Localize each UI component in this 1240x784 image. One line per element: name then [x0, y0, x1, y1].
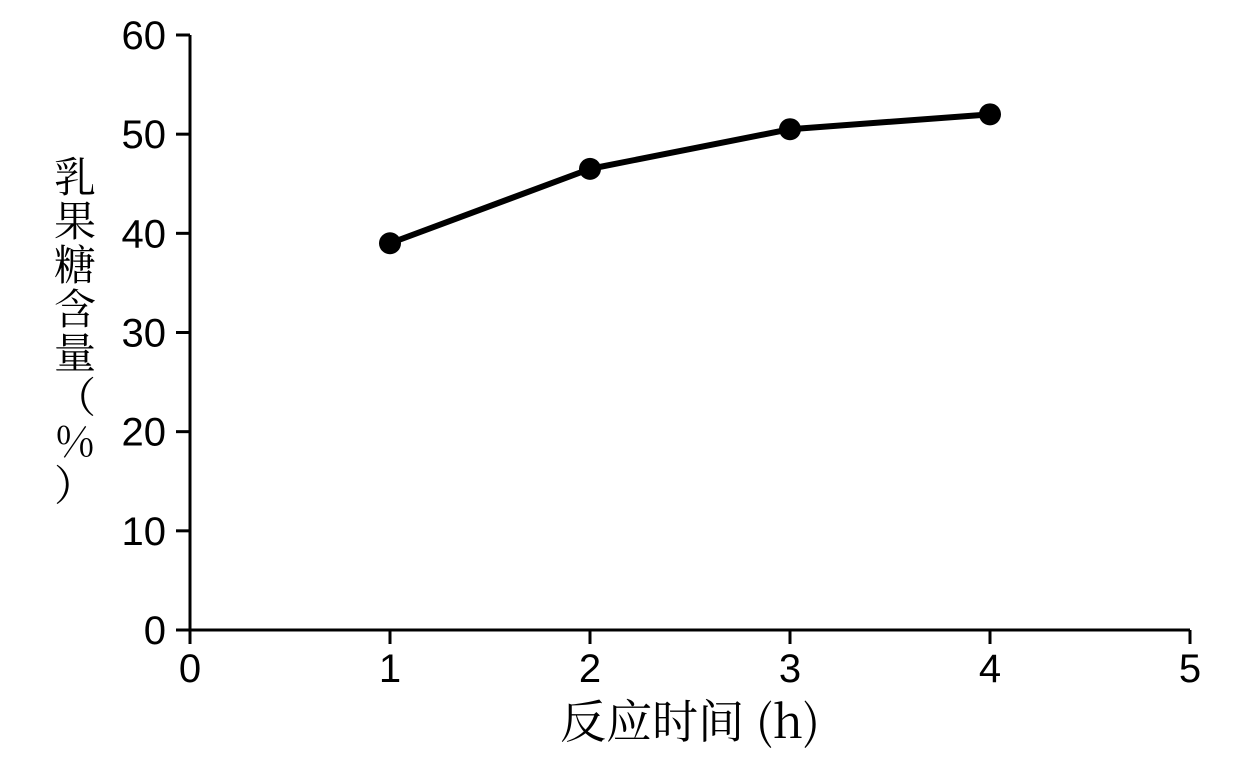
x-tick-label: 2: [579, 647, 601, 691]
chart-container: 0123450102030405060 反应时间 (h) 乳果糖含量（%）: [0, 0, 1240, 784]
series-line-lactulose: [390, 114, 990, 243]
x-tick-label: 0: [179, 647, 201, 691]
x-tick-label: 4: [979, 647, 1001, 691]
x-tick-label: 5: [1179, 647, 1201, 691]
y-tick-label: 60: [122, 14, 167, 58]
y-tick-label: 0: [144, 609, 166, 653]
x-tick-label: 3: [779, 647, 801, 691]
series-marker-lactulose: [779, 118, 801, 140]
series-marker-lactulose: [379, 232, 401, 254]
y-tick-label: 10: [122, 510, 167, 554]
line-chart: 0123450102030405060 反应时间 (h) 乳果糖含量（%）: [0, 0, 1240, 784]
series-marker-lactulose: [979, 103, 1001, 125]
series: [379, 103, 1001, 254]
y-tick-label: 40: [122, 212, 167, 256]
y-tick-label: 20: [122, 411, 167, 455]
y-tick-label: 30: [122, 312, 167, 356]
x-axis-title: 反应时间 (h): [560, 686, 820, 752]
axes: 0123450102030405060: [122, 14, 1202, 691]
x-tick-label: 1: [379, 647, 401, 691]
y-tick-label: 50: [122, 113, 167, 157]
y-axis-title-char: ）: [54, 454, 96, 514]
series-marker-lactulose: [579, 158, 601, 180]
y-axis-title: 乳果糖含量（%）: [54, 145, 96, 514]
